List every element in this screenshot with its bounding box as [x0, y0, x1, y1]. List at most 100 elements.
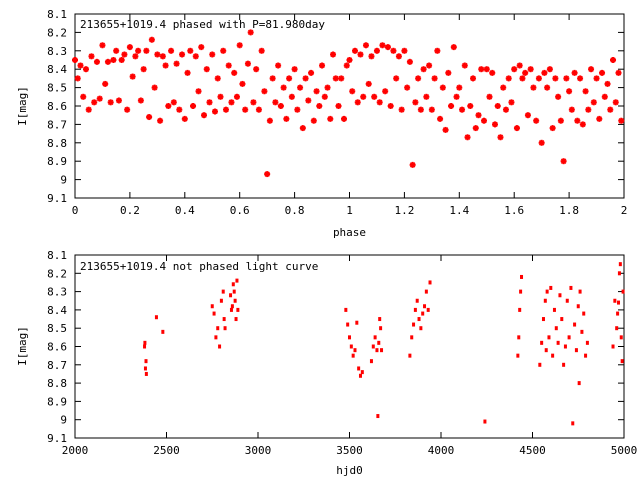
data-point [217, 93, 224, 100]
data-point [132, 53, 139, 60]
data-point [395, 53, 402, 60]
x-axis-label: hjd0 [336, 464, 363, 477]
data-point [582, 311, 586, 316]
data-point [617, 271, 621, 276]
data-point [319, 62, 326, 69]
data-point [619, 335, 623, 340]
data-point [376, 99, 383, 106]
data-point [140, 66, 147, 73]
data-point [560, 158, 567, 165]
data-point [573, 322, 577, 327]
data-point [258, 47, 265, 54]
data-point [221, 289, 225, 294]
data-point [520, 274, 524, 279]
data-point [341, 115, 348, 122]
data-point [554, 326, 558, 331]
data-point [242, 106, 249, 113]
data-point [190, 103, 197, 109]
data-point [384, 44, 391, 51]
data-point [206, 99, 213, 106]
data-point [231, 282, 235, 287]
data-point [450, 44, 457, 51]
y-tick-label: 8.5 [47, 82, 67, 95]
data-point [115, 97, 122, 104]
data-point [351, 353, 355, 358]
data-point [577, 75, 584, 82]
data-point [527, 66, 534, 73]
x-tick-label: 0.2 [120, 204, 140, 217]
data-point [324, 84, 331, 91]
data-point [563, 75, 570, 82]
data-point [218, 344, 222, 349]
data-point [143, 340, 147, 345]
data-point [154, 315, 158, 320]
x-tick-label: 1.4 [449, 204, 469, 217]
data-point [104, 58, 111, 65]
data-point [223, 326, 227, 331]
data-point [126, 44, 133, 51]
y-tick-label: 8.1 [47, 249, 67, 262]
data-point [233, 93, 240, 100]
data-point [562, 362, 566, 367]
data-point [231, 69, 238, 76]
data-point [582, 88, 589, 95]
data-point [584, 353, 588, 358]
data-point [264, 171, 271, 178]
data-point [390, 47, 397, 54]
data-point [571, 69, 578, 76]
data-point [423, 304, 427, 309]
data-point [144, 371, 148, 376]
data-point [88, 53, 95, 60]
data-point [611, 344, 615, 349]
data-point [518, 307, 522, 312]
data-point [607, 106, 614, 113]
y-tick-label: 8.3 [47, 45, 67, 58]
data-point [408, 353, 412, 358]
data-point [379, 42, 386, 49]
data-point [239, 80, 246, 87]
data-point [486, 93, 493, 100]
data-point [181, 115, 188, 122]
y-tick-label: 8.4 [47, 63, 67, 76]
data-point [431, 75, 438, 82]
data-point [294, 106, 301, 113]
data-point [453, 93, 460, 100]
data-point [192, 53, 199, 60]
y-tick-label: 8.5 [47, 322, 67, 335]
data-point [404, 84, 411, 91]
data-point [113, 47, 120, 54]
data-point [165, 103, 172, 109]
data-point [483, 66, 490, 73]
data-point [159, 53, 166, 60]
data-point [415, 75, 422, 82]
data-point [585, 106, 592, 113]
data-point [541, 69, 548, 76]
data-point [409, 161, 416, 168]
data-point [613, 298, 617, 303]
y-tick-label: 8.3 [47, 286, 67, 299]
data-point [544, 348, 548, 353]
data-point [154, 51, 161, 58]
y-tick-label: 8.7 [47, 359, 67, 372]
data-point [593, 75, 600, 82]
data-point [179, 51, 186, 58]
data-point [244, 60, 251, 67]
data-point [538, 362, 542, 367]
data-point [481, 117, 488, 124]
data-point [144, 359, 148, 364]
data-point [358, 373, 362, 378]
data-point [176, 106, 183, 113]
data-point [475, 112, 482, 119]
data-point [406, 58, 413, 65]
data-point [360, 93, 367, 100]
data-point [415, 298, 419, 303]
data-point [421, 311, 425, 316]
y-tick-label: 9.1 [47, 192, 67, 205]
data-point [371, 344, 375, 349]
x-axis-label: phase [333, 226, 366, 239]
data-point [424, 289, 428, 294]
data-point [502, 106, 509, 113]
y-tick-label: 8.9 [47, 395, 67, 408]
